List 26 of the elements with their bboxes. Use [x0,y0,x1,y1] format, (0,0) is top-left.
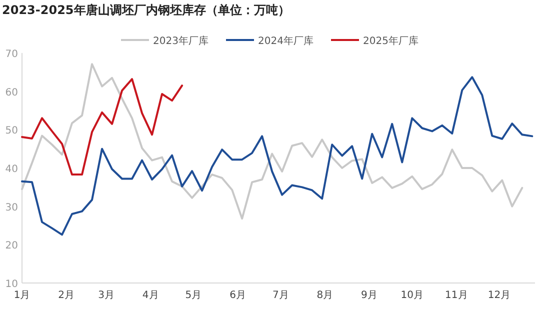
y-tick-label: 60 [5,87,18,98]
legend-label: 2025年厂库 [363,35,418,47]
line-series [21,78,184,176]
legend-label: 2024年厂库 [258,35,314,47]
x-tick-label: 12月 [488,290,511,301]
x-tick-label: 1月 [14,290,30,301]
x-tick-label: 3月 [98,290,114,301]
legend-label: 2023年厂库 [153,35,208,47]
line-series [21,76,534,236]
x-tick-label: 9月 [361,290,378,301]
x-tick-label: 7月 [272,290,289,301]
y-tick-label: 10 [5,279,18,290]
y-tick-label: 20 [5,240,18,252]
x-tick-label: 11月 [445,290,468,301]
x-tick-label: 10月 [400,290,424,301]
x-tick-label: 4月 [142,290,159,301]
x-tick-label: 5月 [185,290,202,301]
y-tick-label: 30 [5,202,18,214]
x-tick-label: 6月 [230,290,246,301]
x-tick-label: 2月 [58,290,74,301]
y-tick-label: 40 [5,164,18,175]
y-tick-label: 70 [5,49,18,60]
x-tick-label: 8月 [316,290,334,301]
y-tick-label: 50 [5,126,18,137]
line-series [21,63,524,220]
chart-title: 2023-2025年唐山调坯厂内钢坯库存（单位：万吨） [2,3,290,17]
